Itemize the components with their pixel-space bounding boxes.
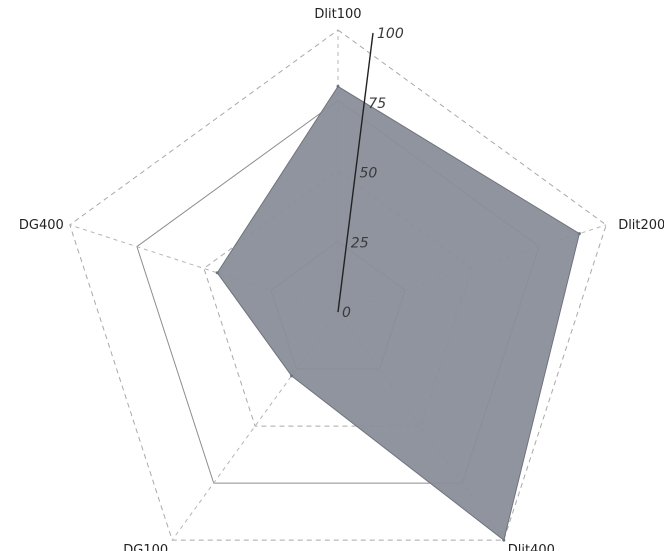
- category-label-DG400: DG400: [19, 218, 64, 233]
- radial-axis-line: [337, 32, 374, 313]
- radial-axis: 0 25 50 75 100: [337, 26, 404, 321]
- axis-labels: Dlit100 Dlit200 Dlit400 DG100 DG400: [19, 7, 664, 551]
- data-point-Dlit100: [336, 84, 340, 88]
- series-area: [216, 85, 580, 541]
- spoke-DG100: [171, 311, 339, 541]
- radial-tick-label: 50: [360, 166, 378, 182]
- spoke-DG400: [69, 224, 339, 313]
- radial-tick-label: 100: [377, 26, 404, 42]
- radar-area-layer: [216, 85, 580, 541]
- category-label-Dlit200: Dlit200: [618, 218, 664, 233]
- data-point-DG100: [290, 374, 294, 378]
- radial-tick-label: 25: [351, 235, 369, 251]
- category-label-Dlit100: Dlit100: [314, 7, 361, 22]
- radial-tick-label: 0: [342, 305, 351, 321]
- category-label-DG100: DG100: [123, 543, 168, 551]
- grid-ring-100: [69, 29, 607, 541]
- category-label-Dlit400: Dlit400: [508, 543, 555, 551]
- radar-vertex-layer: [215, 84, 581, 542]
- data-point-Dlit400: [502, 538, 506, 542]
- radial-tick-label: 75: [368, 96, 386, 112]
- data-point-Dlit200: [577, 232, 581, 236]
- data-point-DG400: [215, 271, 219, 275]
